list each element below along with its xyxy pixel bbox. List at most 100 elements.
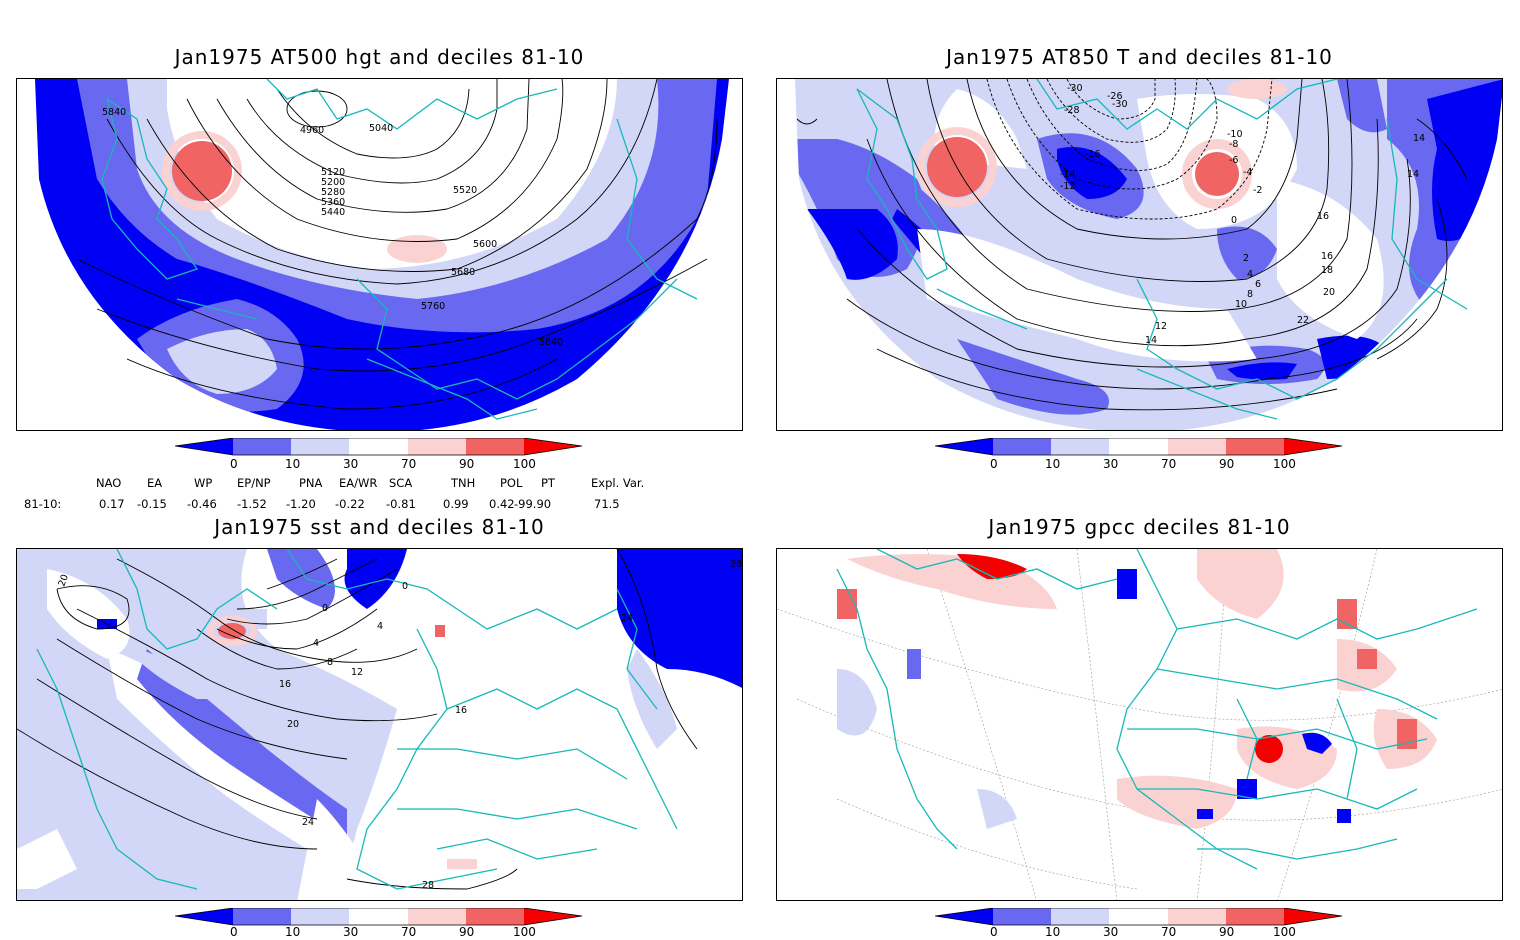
tick-label: 0	[990, 925, 998, 939]
contour-label: 16	[279, 679, 291, 690]
tick-label: 90	[459, 925, 475, 939]
contour-label: -16	[1085, 149, 1101, 160]
contour-label: -8	[1229, 139, 1238, 150]
contour-label: 16	[1317, 211, 1329, 222]
contour-label: 5040	[369, 123, 393, 134]
index-value: 0.42	[489, 497, 515, 511]
index-header: SCA	[389, 476, 413, 490]
colorbar-ticks-gpcc: 0 10 30 70 90 100	[935, 925, 1355, 939]
contour-label: 5520	[453, 185, 477, 196]
panel-title-gpcc: Jan1975 gpcc deciles 81-10	[988, 515, 1291, 539]
index-header: WP	[194, 476, 213, 490]
index-header: POL	[500, 476, 523, 490]
contour-label: 5840	[539, 337, 563, 348]
contour-label: -10	[1227, 129, 1243, 140]
map-sst: 20 0 0 4 4 8 12 16 16 20 24 24 28 28	[16, 548, 743, 901]
index-row-label: 81-10:	[24, 497, 62, 511]
tick-label: 70	[1161, 457, 1177, 471]
index-value: -1.20	[286, 497, 316, 511]
colorbar-t850	[934, 437, 1355, 470]
contour-label: 4	[377, 621, 383, 632]
contour-label: 28	[730, 559, 742, 570]
index-table: NAO EA WP EP/NP PNA EA/WR SCA TNH POL PT…	[0, 476, 760, 516]
index-header: EA	[147, 476, 163, 490]
contour-label: 4960	[300, 125, 324, 136]
map-gpcc	[776, 548, 1503, 901]
tick-label: 100	[1273, 457, 1296, 471]
tick-label: 0	[230, 457, 238, 471]
contour-label: 16	[1321, 251, 1333, 262]
contour-label: 2	[1243, 253, 1249, 264]
tick-label: 10	[1045, 457, 1061, 471]
contour-label: 18	[1321, 265, 1333, 276]
tick-label: 30	[1103, 925, 1119, 939]
tick-label: 100	[513, 925, 536, 939]
contour-label: 5360	[321, 197, 345, 208]
tick-label: 100	[513, 457, 536, 471]
tick-label: 90	[1219, 925, 1235, 939]
tick-label: 30	[343, 925, 359, 939]
contour-label: 5840	[102, 107, 126, 118]
contour-label: -12	[1060, 181, 1076, 192]
colorbar-sst	[174, 907, 595, 928]
contour-label: 5120	[321, 167, 345, 178]
contour-label: 14	[1413, 133, 1425, 144]
panel-title-t850: Jan1975 AT850 T and deciles 81-10	[946, 45, 1333, 69]
contour-label: 24	[621, 613, 633, 624]
tick-label: 70	[1161, 925, 1177, 939]
contour-label: 20	[56, 573, 70, 588]
index-header: Expl. Var.	[591, 476, 645, 490]
colorbar-hgt500	[174, 437, 595, 470]
tick-label: 90	[1219, 457, 1235, 471]
contour-label: 22	[1297, 315, 1309, 326]
contour-label: 10	[1235, 299, 1247, 310]
colorbar-ticks-t850: 0 10 30 70 90 100	[935, 457, 1355, 471]
index-header: TNH	[451, 476, 476, 490]
index-value: -99.90	[514, 497, 552, 511]
tick-label: 70	[401, 457, 417, 471]
index-value: -0.46	[187, 497, 217, 511]
contour-label: 5760	[421, 301, 445, 312]
contour-label: 4	[1247, 269, 1253, 280]
contour-label: 24	[302, 817, 314, 828]
index-value: 0.99	[443, 497, 469, 511]
index-header: EP/NP	[237, 476, 271, 490]
panel-title-sst: Jan1975 sst and deciles 81-10	[214, 515, 545, 539]
colorbar-ticks-sst: 0 10 30 70 90 100	[175, 925, 595, 939]
tick-label: 30	[1103, 457, 1119, 471]
map-t850: -30 -26 -28 -30 -16 -14 -12 -10 -8 -6 -4…	[776, 78, 1503, 431]
index-header: PNA	[299, 476, 323, 490]
contour-label: -2	[1253, 185, 1262, 196]
index-value: -0.22	[335, 497, 365, 511]
tick-label: 90	[459, 457, 475, 471]
panel-title-hgt500: Jan1975 AT500 hgt and deciles 81-10	[174, 45, 585, 69]
contour-label: -26	[1107, 91, 1123, 102]
contour-label: 8	[1247, 289, 1253, 300]
contour-label: 0	[322, 603, 328, 614]
contour-label: 4	[313, 638, 319, 649]
index-value: -1.52	[237, 497, 267, 511]
contour-label: -14	[1060, 169, 1076, 180]
contour-label: 20	[287, 719, 299, 730]
contour-label: 16	[455, 705, 467, 716]
contour-label: 6	[1255, 279, 1261, 290]
contour-label: 12	[1155, 321, 1167, 332]
tick-label: 30	[343, 457, 359, 471]
tick-label: 70	[401, 925, 417, 939]
contour-label: 28	[422, 880, 434, 891]
contour-label: -30	[1112, 99, 1128, 110]
index-value: -0.81	[386, 497, 416, 511]
map-hgt500: 5840 4960 5040 5120 5200 5280 5360 5440 …	[16, 78, 743, 431]
tick-label: 10	[1045, 925, 1061, 939]
contour-label: -28	[1064, 105, 1080, 116]
tick-label: 10	[285, 925, 301, 939]
index-value: 71.5	[594, 497, 620, 511]
contour-label: -30	[1067, 83, 1083, 94]
tick-label: 100	[1273, 925, 1296, 939]
tick-label: 0	[990, 457, 998, 471]
contour-label: 5440	[321, 207, 345, 218]
contour-label: 0	[1231, 215, 1237, 226]
contour-label: 8	[327, 657, 333, 668]
contour-label: 5280	[321, 187, 345, 198]
contour-label: 12	[351, 667, 363, 678]
